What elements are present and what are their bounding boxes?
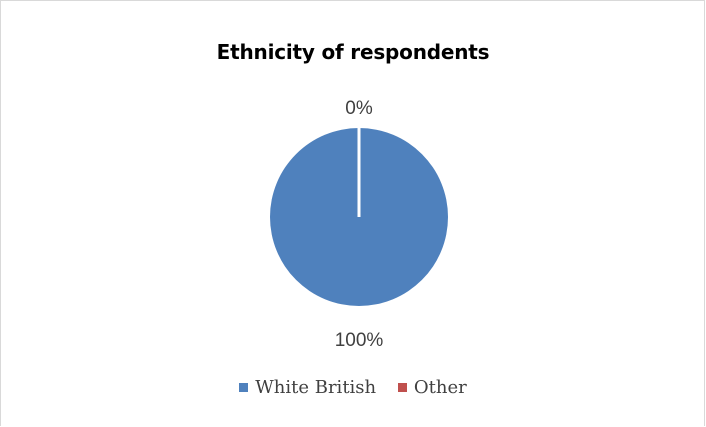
legend-item-white-british: White British [239, 377, 376, 398]
legend-item-other: Other [397, 377, 467, 398]
data-label-white-british: 100% [335, 330, 384, 351]
legend-swatch-other [397, 383, 407, 392]
chart-title: Ethnicity of respondents [216, 40, 490, 64]
legend-label-white-british: White British [255, 377, 377, 398]
legend: White British Other [0, 376, 706, 398]
legend-label-other: Other [413, 377, 467, 398]
data-label-other: 0% [345, 98, 373, 119]
legend-swatch-white-british [239, 383, 249, 392]
